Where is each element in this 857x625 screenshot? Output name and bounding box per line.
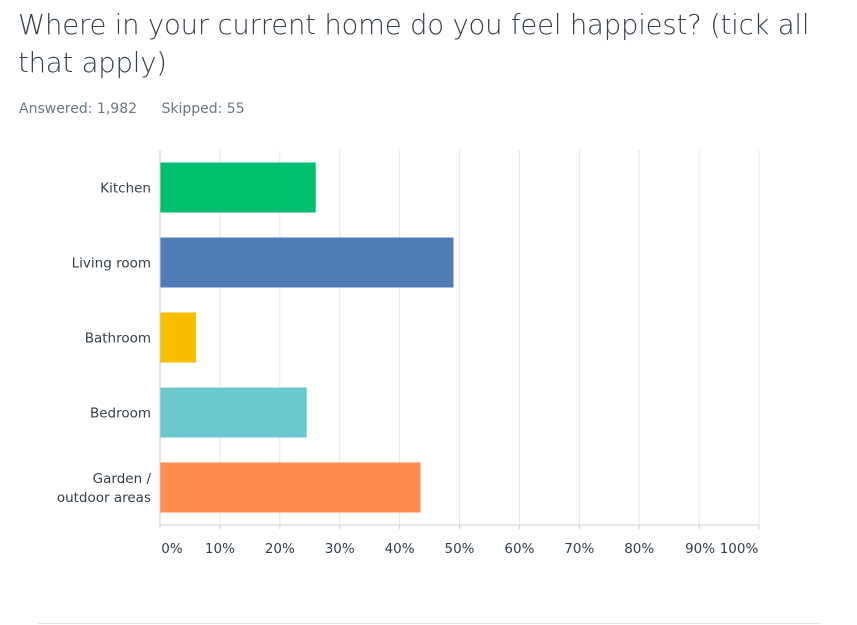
skipped-count: Skipped: 55 — [161, 101, 245, 117]
x-tick-label: 30% — [325, 541, 355, 557]
category-label: Bathroom — [85, 331, 151, 347]
bar[interactable] — [160, 237, 454, 288]
answered-count: Answered: 1,982 — [19, 101, 138, 117]
x-tick-label: 10% — [205, 541, 235, 557]
category-label: Bedroom — [90, 406, 151, 422]
x-tick-label: 100% — [720, 541, 759, 557]
x-tick-label: 70% — [564, 541, 594, 557]
category-label: Garden / — [93, 471, 152, 487]
x-tick-label: 20% — [265, 541, 295, 557]
footer-divider — [38, 623, 821, 624]
bar[interactable] — [160, 312, 196, 363]
category-label: Kitchen — [100, 181, 151, 197]
x-tick-label: 40% — [385, 541, 415, 557]
question-title: Where in your current home do you feel h… — [18, 9, 810, 79]
x-tick-label: 60% — [504, 541, 534, 557]
bars — [160, 162, 454, 513]
bar[interactable] — [160, 462, 421, 513]
x-tick-label: 90% — [685, 541, 715, 557]
x-tick-labels: 0% 10% 20% 30% 40% 50% 60% 70% 80% 90% 100% — [161, 541, 758, 557]
x-tick-label: 50% — [444, 541, 474, 557]
axes — [159, 150, 760, 529]
response-stats: Answered: 1,982 Skipped: 55 — [19, 101, 265, 117]
bar[interactable] — [160, 387, 307, 438]
x-tick-label: 80% — [624, 541, 654, 557]
category-label: outdoor areas — [57, 490, 151, 506]
bar[interactable] — [160, 162, 316, 213]
x-tick-label: 0% — [161, 541, 183, 557]
category-label: Living room — [72, 256, 151, 272]
category-labels: Kitchen Living room Bathroom Bedroom Garden … — [57, 181, 152, 507]
